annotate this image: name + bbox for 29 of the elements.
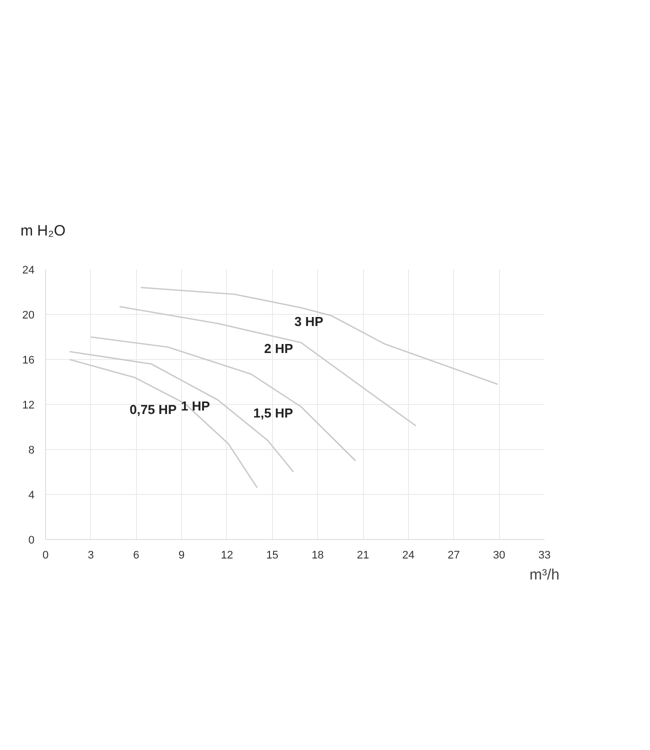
x-tick-label: 15 — [266, 550, 278, 562]
x-tick-label: 33 — [538, 550, 551, 562]
series-label: 1,5 HP — [253, 405, 294, 420]
series-label: 1 HP — [180, 398, 210, 414]
y-tick-label: 24 — [22, 264, 35, 276]
y-axis-title: m H₂O — [20, 222, 66, 240]
line-series — [90, 336, 356, 462]
series-label: 3 HP — [294, 314, 324, 330]
line-series — [118, 306, 417, 427]
y-tick-label: 0 — [28, 534, 35, 546]
series-label: 2 HP — [264, 341, 294, 356]
x-tick-label: 18 — [312, 550, 324, 562]
x-tick-label: 0 — [42, 550, 49, 562]
y-tick-label: 20 — [22, 310, 35, 322]
series-label: 0,75 HP — [130, 402, 177, 417]
x-tick-label: 12 — [220, 550, 234, 562]
y-tick-label: 8 — [28, 444, 35, 456]
x-tick-label: 3 — [88, 550, 94, 562]
y-tick-label: 4 — [28, 490, 35, 502]
x-tick-label: 21 — [356, 550, 370, 562]
x-tick-label: 9 — [178, 550, 185, 562]
x-tick-label: 24 — [402, 550, 415, 562]
x-axis-title: m³/h — [530, 566, 560, 584]
y-tick-label: 12 — [22, 400, 35, 412]
y-tick-label: 16 — [22, 354, 35, 366]
line-series — [140, 286, 498, 385]
x-tick-label: 27 — [448, 550, 460, 562]
x-tick-label: 6 — [133, 550, 140, 562]
x-tick-label: 30 — [493, 550, 506, 562]
